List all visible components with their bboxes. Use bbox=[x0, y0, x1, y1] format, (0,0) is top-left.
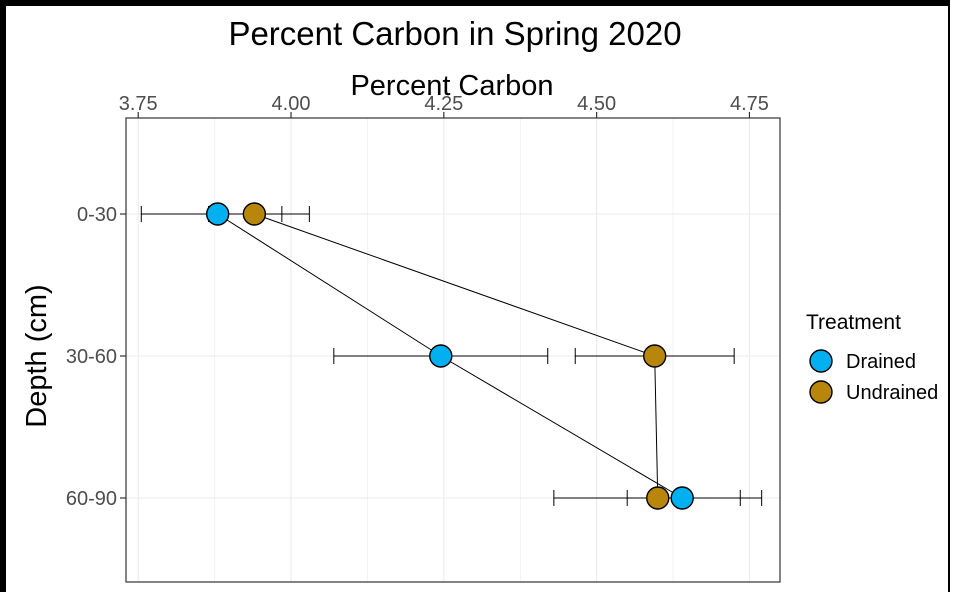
legend-marker-drained bbox=[810, 350, 832, 372]
drained-point bbox=[430, 345, 452, 367]
x-tick-label: 3.75 bbox=[119, 93, 158, 115]
legend-marker-undrained bbox=[810, 381, 832, 403]
x-tick-label: 4.00 bbox=[272, 93, 311, 115]
legend-items: Drained Undrained bbox=[810, 350, 938, 404]
chart-title: Percent Carbon in Spring 2020 bbox=[228, 15, 681, 52]
x-tick-label: 4.50 bbox=[577, 93, 616, 115]
legend-title: Treatment bbox=[806, 311, 901, 334]
y-tick-label: 60-90 bbox=[66, 488, 117, 510]
legend-label-undrained: Undrained bbox=[846, 382, 938, 404]
undrained-point bbox=[243, 203, 265, 225]
y-tick-label: 30-60 bbox=[66, 346, 117, 368]
x-axis: 3.75 4.00 4.25 4.50 4.75 bbox=[119, 93, 769, 118]
legend-label-drained: Drained bbox=[846, 351, 916, 373]
undrained-point bbox=[647, 487, 669, 509]
drained-point bbox=[671, 487, 693, 509]
y-axis-label: Depth (cm) bbox=[21, 284, 53, 427]
y-tick-label: 0-30 bbox=[77, 204, 117, 226]
grid bbox=[126, 118, 780, 582]
x-tick-label: 4.25 bbox=[424, 93, 463, 115]
drained-point bbox=[207, 203, 229, 225]
legend: Treatment Drained Undrained bbox=[806, 311, 938, 404]
plot-panel bbox=[126, 118, 780, 582]
x-tick-label: 4.75 bbox=[730, 93, 769, 115]
y-axis: 0-30 30-60 60-90 bbox=[66, 204, 126, 510]
undrained-point bbox=[644, 345, 666, 367]
